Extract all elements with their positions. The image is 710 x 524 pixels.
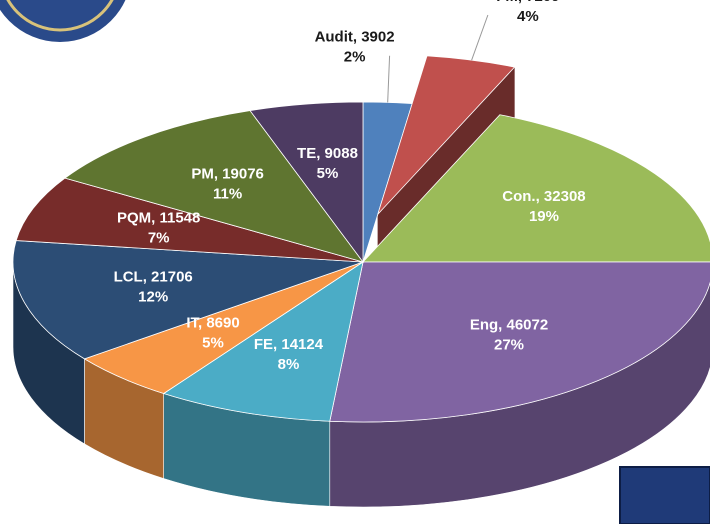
percent-label: 2% <box>344 49 366 66</box>
data-label: FE, 14124 <box>254 336 324 353</box>
percent-label: 5% <box>202 335 224 352</box>
percent-label: 5% <box>317 165 339 182</box>
percent-label: 12% <box>138 288 168 305</box>
data-label: FM, 7209 <box>496 0 559 5</box>
slice <box>15 177 364 263</box>
slice <box>249 101 364 264</box>
leader-line <box>471 14 489 61</box>
data-label: PM, 19076 <box>191 165 264 182</box>
percent-label: 19% <box>529 208 559 225</box>
labels: Audit, 3902 2% FM, 7209 4% Con., 32308 19% Eng… <box>114 0 586 373</box>
data-label: LCL, 21706 <box>114 268 193 285</box>
data-label: IT, 8690 <box>186 315 239 332</box>
percent-label: 11% <box>213 185 242 202</box>
percent-label: 27% <box>494 336 524 353</box>
slice <box>377 55 516 215</box>
corner-box <box>619 466 710 524</box>
data-label: Con., 32308 <box>502 188 585 205</box>
percent-label: 8% <box>278 356 300 373</box>
percent-label: 7% <box>148 230 170 247</box>
data-label: PQM, 11548 <box>117 210 200 227</box>
percent-label: 4% <box>517 8 539 25</box>
data-label: Eng, 46072 <box>470 316 548 333</box>
leader-line <box>387 55 391 103</box>
slice <box>162 261 364 422</box>
data-label: TE, 9088 <box>297 145 358 162</box>
slice <box>64 110 365 263</box>
data-label: Audit, 3902 <box>315 29 395 46</box>
tops <box>12 55 710 423</box>
seal <box>0 0 126 42</box>
slice <box>329 261 710 423</box>
slice <box>12 240 364 360</box>
